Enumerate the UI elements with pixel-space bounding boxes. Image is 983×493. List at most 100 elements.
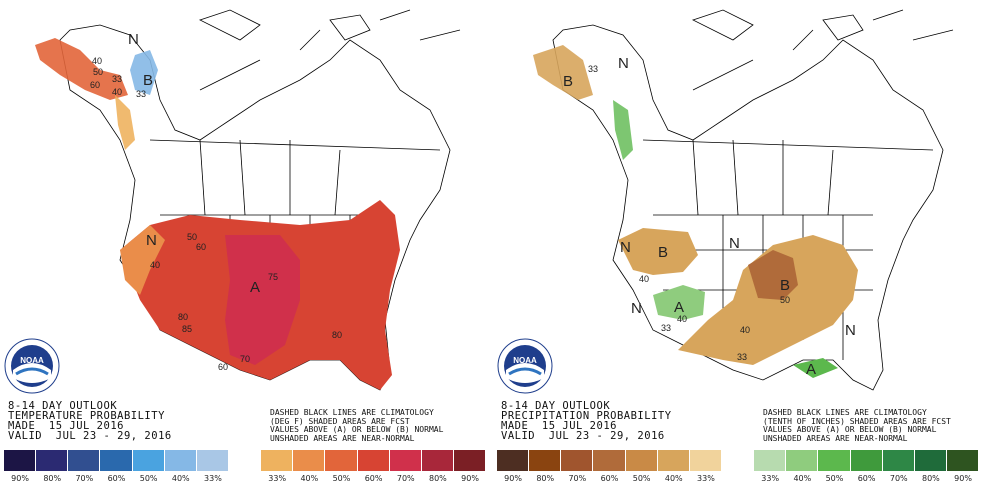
precip-probability-label: PRECIPITATION PROBABILITY	[501, 410, 672, 422]
precip-scale-swatch	[786, 450, 819, 471]
precip-made-date: MADE 15 JUL 2016	[501, 420, 617, 432]
precip-outlook-title: 8-14 DAY OUTLOOK	[501, 400, 611, 412]
precip-label-normal-west: N	[620, 239, 631, 256]
precip-label-above-se: A	[806, 361, 816, 378]
temp-scale-swatch	[100, 450, 133, 471]
temp-scale-swatch	[4, 450, 37, 471]
temperature-info-block: 8-14 DAY OUTLOOK TEMPERATURE PROBABILITY…	[8, 401, 172, 442]
temp-scale-swatch	[196, 450, 229, 471]
precip-label-below-central: B	[780, 277, 790, 294]
temp-scale-label: 33%	[204, 474, 222, 483]
precip-scale-label: 60%	[600, 474, 619, 483]
noaa-logo-text: NOAA	[513, 356, 537, 365]
precip-num-p40-west: 40	[639, 274, 649, 284]
temp-num-p85-sw: 85	[182, 324, 192, 334]
temp-note-line3: VALUES ABOVE (A) OR BELOW (B) NORMAL	[270, 425, 444, 434]
temp-scale-swatch	[389, 450, 422, 471]
temp-scale-label: 40%	[171, 474, 190, 483]
precip-scale-swatch	[561, 450, 594, 471]
temp-scale-swatch	[36, 450, 69, 471]
precip-label-below-alaska: B	[563, 73, 573, 90]
precipitation-scale-labels: 90% 80% 70% 60% 50% 40% 33% 33% 40% 50% 60% 70% 80% 9…	[497, 474, 979, 483]
temp-scale-swatch	[325, 450, 358, 471]
temp-scale-label: 90%	[461, 474, 479, 483]
precip-scale-label: 33%	[697, 474, 715, 483]
temperature-map-labels: B A N N 50 33 40 40 60 33 50 60 40 70 60…	[90, 31, 342, 372]
temperature-legend-note: DASHED BLACK LINES ARE CLIMATOLOGY (DEG …	[270, 408, 444, 443]
temp-scale-label: 60%	[107, 474, 126, 483]
precip-scale-label: 90%	[504, 474, 522, 483]
precip-scale-swatch	[593, 450, 626, 471]
precipitation-map: B B B A A N N N N N 33 40 40 33 50 40 33	[533, 9, 954, 391]
precip-scale-label: 80%	[536, 474, 555, 483]
precipitation-outlook-panel: B B B A A N N N N N 33 40 40 33 50 40 33…	[493, 0, 983, 493]
precip-scale-swatch	[689, 450, 722, 471]
precip-scale-label: 60%	[857, 474, 876, 483]
precipitation-info-block: 8-14 DAY OUTLOOK PRECIPITATION PROBABILI…	[501, 400, 672, 442]
precip-scale-swatch	[818, 450, 851, 471]
temp-label-normal-west: N	[146, 232, 157, 249]
precip-num-p33-alaska: 33	[588, 64, 598, 74]
temp-scale-swatch	[228, 450, 262, 471]
temp-num-p40-alaska: 40	[92, 56, 102, 66]
precip-scale-swatch	[914, 450, 947, 471]
temp-num-p40-alaska2: 40	[112, 87, 122, 97]
panel-divider	[490, 0, 493, 493]
precip-label-normal-sw: N	[631, 300, 642, 317]
precipitation-legend-note: DASHED BLACK LINES ARE CLIMATOLOGY (TENT…	[763, 408, 951, 443]
temp-num-p33-alaska: 33	[112, 74, 122, 84]
noaa-logo-icon: NOAA	[497, 338, 553, 394]
temp-scale-label: 80%	[43, 474, 62, 483]
temp-scale-label: 80%	[429, 474, 447, 483]
temp-num-p50-alaska: 50	[93, 67, 103, 77]
precip-scale-label: 33%	[761, 474, 780, 483]
precip-scale-label: 90%	[954, 474, 972, 483]
temp-scale-label: 60%	[364, 474, 383, 483]
precip-note-line2: (TENTH OF INCHES) SHADED AREAS ARE FCST	[763, 416, 951, 426]
temp-scale-label: 40%	[300, 474, 319, 483]
precip-scale-label: 50%	[632, 474, 651, 483]
temp-num-p60-nw: 60	[196, 242, 206, 252]
precip-label-above-sw: A	[674, 299, 684, 316]
temp-scale-swatch	[293, 450, 326, 471]
precip-num-p50-central: 50	[780, 295, 790, 305]
temp-num-p60-alaska: 60	[90, 80, 100, 90]
temp-scale-swatch	[357, 450, 390, 471]
temperature-map: B A N N 50 33 40 40 60 33 50 60 40 70 60…	[35, 9, 461, 391]
temp-scale-swatch	[261, 450, 294, 471]
temp-probability-label: TEMPERATURE PROBABILITY	[8, 410, 165, 422]
temp-scale-swatch	[164, 450, 197, 471]
temp-num-p75-plains: 75	[268, 272, 278, 282]
precip-num-p33-south: 33	[737, 352, 747, 362]
precipitation-color-scale	[497, 450, 980, 471]
noaa-logo-text: NOAA	[20, 356, 44, 365]
temp-scale-swatch	[453, 450, 487, 471]
precip-scale-swatch	[657, 450, 690, 471]
noaa-logo-icon: NOAA	[4, 338, 60, 394]
precip-scale-swatch	[882, 450, 915, 471]
precip-scale-swatch	[946, 450, 980, 471]
precipitation-map-labels: B B B A A N N N N N 33 40 40 33 50 40 33	[563, 55, 856, 378]
temp-num-p40-west: 40	[150, 260, 160, 270]
precip-scale-label: 80%	[922, 474, 940, 483]
temp-num-p70-south: 70	[240, 354, 250, 364]
temp-scale-swatch	[132, 450, 165, 471]
precip-note-line4: UNSHADED AREAS ARE NEAR-NORMAL	[763, 433, 908, 443]
temp-scale-label: 50%	[332, 474, 351, 483]
precip-scale-swatch	[497, 450, 530, 471]
precip-scale-label: 40%	[793, 474, 812, 483]
temp-num-p80-west: 80	[178, 312, 188, 322]
temp-note-line4: UNSHADED AREAS ARE NEAR-NORMAL	[270, 433, 415, 443]
precip-scale-swatch	[721, 450, 755, 471]
temp-label-below: B	[143, 72, 153, 89]
temp-valid-range: VALID JUL 23 - 29, 2016	[8, 430, 172, 442]
temp-scale-label: 90%	[11, 474, 29, 483]
precip-num-p40-south: 40	[740, 325, 750, 335]
precipitation-shading	[533, 45, 858, 378]
precip-label-below-west: B	[658, 244, 668, 261]
precip-scale-label: 50%	[825, 474, 844, 483]
precip-scale-swatch	[625, 450, 658, 471]
precip-scale-swatch	[754, 450, 787, 471]
temperature-shading	[35, 38, 400, 390]
precip-num-p33-sw: 33	[661, 323, 671, 333]
